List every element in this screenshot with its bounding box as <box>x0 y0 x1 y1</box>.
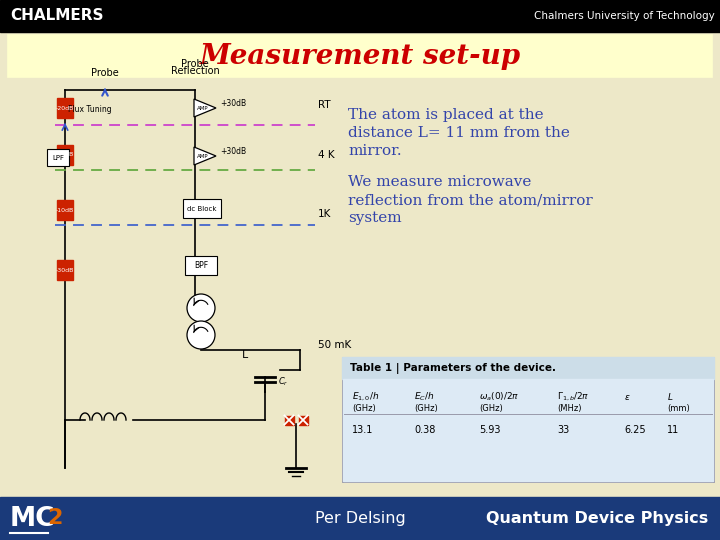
Bar <box>183 199 221 218</box>
Text: Measurement set-up: Measurement set-up <box>199 43 521 70</box>
Text: mirror.: mirror. <box>348 144 402 158</box>
Text: -30dB: -30dB <box>56 267 74 273</box>
Polygon shape <box>194 99 216 117</box>
Text: L: L <box>242 350 248 360</box>
Text: 50 mK: 50 mK <box>318 340 351 350</box>
Bar <box>57 200 73 220</box>
Text: Table 1 | Parameters of the device.: Table 1 | Parameters of the device. <box>350 362 556 374</box>
Bar <box>299 415 307 424</box>
Text: AMP: AMP <box>197 153 209 159</box>
Text: Probe: Probe <box>91 68 119 78</box>
Text: +30dB: +30dB <box>220 98 246 107</box>
Text: (GHz): (GHz) <box>352 404 376 414</box>
Bar <box>342 357 714 482</box>
Text: (GHz): (GHz) <box>414 404 438 414</box>
Text: LPF: LPF <box>52 155 64 161</box>
Bar <box>8 77 712 495</box>
Text: We measure microwave: We measure microwave <box>348 175 531 189</box>
Text: 33: 33 <box>557 425 570 435</box>
Bar <box>0 0 720 32</box>
Text: 5.93: 5.93 <box>479 425 500 435</box>
Text: 11: 11 <box>667 425 679 435</box>
Text: RT: RT <box>318 100 330 110</box>
Text: system: system <box>348 211 402 225</box>
Text: (MHz): (MHz) <box>557 404 582 414</box>
Text: 1K: 1K <box>318 209 331 219</box>
Text: MC: MC <box>10 505 55 531</box>
Bar <box>8 35 712 77</box>
Bar <box>0 497 720 540</box>
Text: distance L= 11 mm from the: distance L= 11 mm from the <box>348 126 570 140</box>
Bar <box>284 415 294 424</box>
Circle shape <box>187 321 215 349</box>
Text: -20dB: -20dB <box>56 105 74 111</box>
Text: (GHz): (GHz) <box>479 404 503 414</box>
Text: Chalmers University of Technology: Chalmers University of Technology <box>534 11 715 21</box>
Text: reflection from the atom/mirror: reflection from the atom/mirror <box>348 193 593 207</box>
Text: Flux Tuning: Flux Tuning <box>68 105 112 114</box>
Text: BPF: BPF <box>194 261 208 271</box>
Text: The atom is placed at the: The atom is placed at the <box>348 108 544 122</box>
Text: Reflection: Reflection <box>171 66 220 76</box>
Text: Quantum Device Physics: Quantum Device Physics <box>486 511 708 526</box>
Text: 0.38: 0.38 <box>414 425 436 435</box>
Bar <box>57 145 73 165</box>
Text: -10dB: -10dB <box>56 152 74 158</box>
Text: dc Block: dc Block <box>187 206 217 212</box>
Bar <box>47 149 69 166</box>
Text: 6.25: 6.25 <box>624 425 646 435</box>
Text: $\epsilon$: $\epsilon$ <box>624 393 631 402</box>
Bar <box>343 379 713 481</box>
Text: $\omega_a(0)/2\pi$: $\omega_a(0)/2\pi$ <box>479 391 519 403</box>
Text: $\Gamma_{1,b}/2\pi$: $\Gamma_{1,b}/2\pi$ <box>557 391 590 403</box>
Bar <box>342 357 714 379</box>
Text: 2: 2 <box>47 508 63 528</box>
Text: $E_{1,0}/h$: $E_{1,0}/h$ <box>352 391 379 403</box>
Text: 13.1: 13.1 <box>352 425 374 435</box>
Text: $C_r$: $C_r$ <box>278 376 289 388</box>
Text: Per Delsing: Per Delsing <box>315 511 405 526</box>
Polygon shape <box>194 147 216 165</box>
Text: Probe: Probe <box>181 59 209 69</box>
Text: CHALMERS: CHALMERS <box>10 9 104 24</box>
Bar <box>185 256 217 275</box>
Text: (mm): (mm) <box>667 404 690 414</box>
Bar <box>57 98 73 118</box>
Text: $E_C/h$: $E_C/h$ <box>414 391 434 403</box>
Text: 4 K: 4 K <box>318 150 335 160</box>
Text: AMP: AMP <box>197 105 209 111</box>
Text: -10dB: -10dB <box>56 207 74 213</box>
Bar <box>57 260 73 280</box>
Text: +30dB: +30dB <box>220 146 246 156</box>
Text: $L$: $L$ <box>667 392 673 402</box>
Circle shape <box>187 294 215 322</box>
